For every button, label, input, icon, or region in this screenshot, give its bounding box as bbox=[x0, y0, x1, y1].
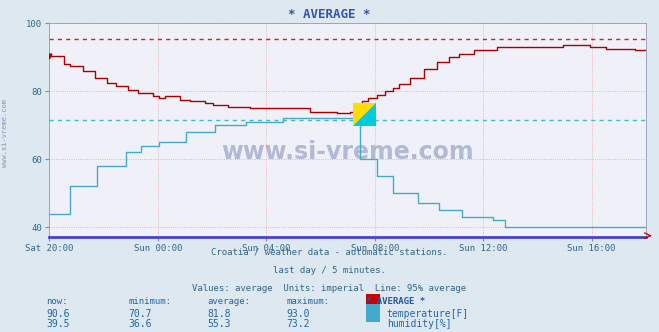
Text: average:: average: bbox=[208, 297, 250, 306]
Text: humidity[%]: humidity[%] bbox=[387, 319, 451, 329]
Text: 93.0: 93.0 bbox=[287, 309, 310, 319]
Text: last day / 5 minutes.: last day / 5 minutes. bbox=[273, 266, 386, 275]
Text: minimum:: minimum: bbox=[129, 297, 171, 306]
Text: 90.6: 90.6 bbox=[46, 309, 70, 319]
Text: Values: average  Units: imperial  Line: 95% average: Values: average Units: imperial Line: 95… bbox=[192, 284, 467, 293]
Text: 81.8: 81.8 bbox=[208, 309, 231, 319]
Text: 36.6: 36.6 bbox=[129, 319, 152, 329]
Text: 39.5: 39.5 bbox=[46, 319, 70, 329]
Text: * AVERAGE *: * AVERAGE * bbox=[366, 297, 425, 306]
Text: * AVERAGE *: * AVERAGE * bbox=[288, 8, 371, 21]
Polygon shape bbox=[353, 103, 376, 126]
Polygon shape bbox=[353, 103, 376, 126]
Text: 55.3: 55.3 bbox=[208, 319, 231, 329]
Text: now:: now: bbox=[46, 297, 68, 306]
Text: 70.7: 70.7 bbox=[129, 309, 152, 319]
Text: www.si-vreme.com: www.si-vreme.com bbox=[2, 99, 9, 167]
Text: temperature[F]: temperature[F] bbox=[387, 309, 469, 319]
Text: 73.2: 73.2 bbox=[287, 319, 310, 329]
Text: www.si-vreme.com: www.si-vreme.com bbox=[221, 140, 474, 164]
Text: maximum:: maximum: bbox=[287, 297, 330, 306]
Text: Croatia / weather data - automatic stations.: Croatia / weather data - automatic stati… bbox=[212, 247, 447, 256]
